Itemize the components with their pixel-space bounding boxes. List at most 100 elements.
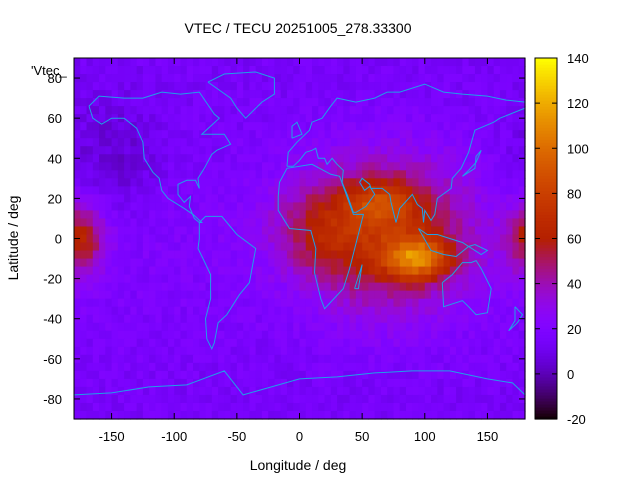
heat-cell [424,218,432,228]
heat-cell [343,90,351,99]
heat-cell [443,258,451,268]
heat-cell [80,322,88,332]
heat-cell [111,338,119,348]
heat-cell [99,82,106,91]
heat-cell [243,370,250,380]
heat-cell [199,106,207,115]
heat-cell [380,226,388,236]
heat-cell [499,226,507,236]
heat-cell [193,314,200,324]
heat-cell [368,130,376,139]
colorbar-segment [535,238,557,243]
heat-cell [199,66,207,75]
heat-cell [136,210,144,220]
heat-cell [343,130,351,139]
heat-cell [105,370,113,380]
heat-cell [393,386,401,396]
heat-cell [92,338,100,348]
heat-cell [218,346,225,356]
heat-cell [293,250,301,260]
heat-cell [293,202,301,212]
heat-cell [374,362,382,372]
heat-cell [424,346,432,356]
heat-cell [167,258,175,268]
heat-cell [493,226,501,236]
heat-cell [205,354,213,364]
heat-cell [399,258,407,268]
heat-cell [462,82,470,91]
heat-cell [474,266,482,276]
heat-cell [362,186,369,195]
heat-cell [337,322,344,332]
heat-cell [130,202,138,212]
heat-cell [286,362,294,372]
heat-cell [105,394,113,404]
heat-cell [274,122,282,131]
heat-cell [274,354,282,364]
heat-cell [487,66,495,75]
heat-cell [380,170,388,179]
heat-cell [493,130,501,139]
heat-cell [487,218,495,228]
heat-cell [443,194,451,203]
heat-cell [155,162,163,171]
heat-cell [481,322,489,332]
heat-cell [92,202,100,212]
heat-cell [393,354,401,364]
heat-cell [362,74,369,83]
heat-cell [167,322,175,332]
heat-cell [193,122,200,131]
heat-cell [449,242,457,252]
heat-cell [249,354,257,364]
heat-cell [362,194,369,203]
heat-cell [437,58,445,67]
heat-cell [487,82,495,91]
heat-cell [224,322,232,332]
heat-cell [449,154,457,163]
heat-cell [437,194,445,203]
heat-cell [368,162,376,171]
heat-cell [330,298,338,308]
heat-cell [374,346,382,356]
heat-cell [117,306,125,316]
heat-cell [86,402,94,412]
heat-cell [412,90,420,99]
heat-cell [324,66,332,75]
heat-cell [462,402,470,412]
heat-cell [462,314,470,324]
heat-cell [387,98,395,107]
heat-cell [431,66,438,75]
heat-cell [174,82,182,91]
heat-cell [493,322,501,332]
heat-cell [399,90,407,99]
heat-cell [86,130,94,139]
heat-cell [224,266,232,276]
heat-cell [186,202,194,212]
heat-cell [437,290,445,300]
colorbar-segment [535,208,557,213]
heat-cell [468,250,476,260]
heat-cell [236,138,244,147]
heat-cell [512,378,520,388]
heat-cell [249,98,257,107]
heat-cell [468,394,476,404]
colorbar-segment [535,205,557,210]
heat-cell [205,194,213,203]
heat-cell [512,410,520,420]
heat-cell [399,378,407,388]
heat-cell [399,386,407,396]
heat-cell [355,146,363,155]
heat-cell [80,314,88,324]
heat-cell [236,114,244,123]
heat-cell [449,394,457,404]
heat-cell [349,306,357,316]
heat-cell [324,162,332,171]
heat-cell [449,298,457,308]
heat-cell [268,322,276,332]
heat-cell [236,258,244,268]
heat-cell [305,170,313,179]
heat-cell [161,178,169,187]
heat-cell [412,58,420,67]
colorbar-segment [535,139,557,143]
heat-cell [468,378,476,388]
